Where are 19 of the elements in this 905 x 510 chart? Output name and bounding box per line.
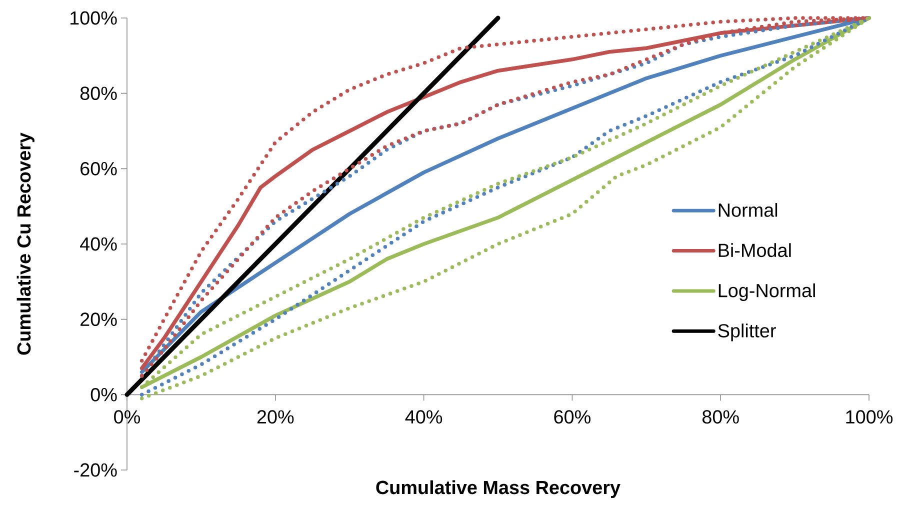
legend-label: Bi-Modal: [718, 243, 791, 258]
y-tick-label: 100%: [70, 11, 117, 25]
x-tick-label: 20%: [257, 410, 294, 424]
x-axis-title: Cumulative Mass Recovery: [376, 480, 620, 498]
y-axis-title: Cumulative Cu Recovery: [16, 132, 34, 355]
y-tick-label: 20%: [80, 312, 117, 326]
x-tick-label: 60%: [554, 410, 590, 424]
y-tick-label: 60%: [80, 162, 117, 176]
legend-label: Normal: [718, 202, 778, 217]
y-tick-label: 80%: [80, 86, 117, 100]
y-tick-label: 40%: [80, 237, 117, 251]
y-tick-label: 0%: [90, 388, 117, 402]
legend-label: Splitter: [718, 324, 776, 342]
legend-label: Log-Normal: [718, 283, 815, 302]
x-tick-label: 0%: [114, 410, 140, 424]
x-tick-label: 100%: [846, 410, 893, 424]
y-tick-label: -20%: [74, 463, 117, 477]
x-tick-label: 40%: [405, 410, 442, 424]
x-tick-label: 80%: [702, 410, 739, 424]
